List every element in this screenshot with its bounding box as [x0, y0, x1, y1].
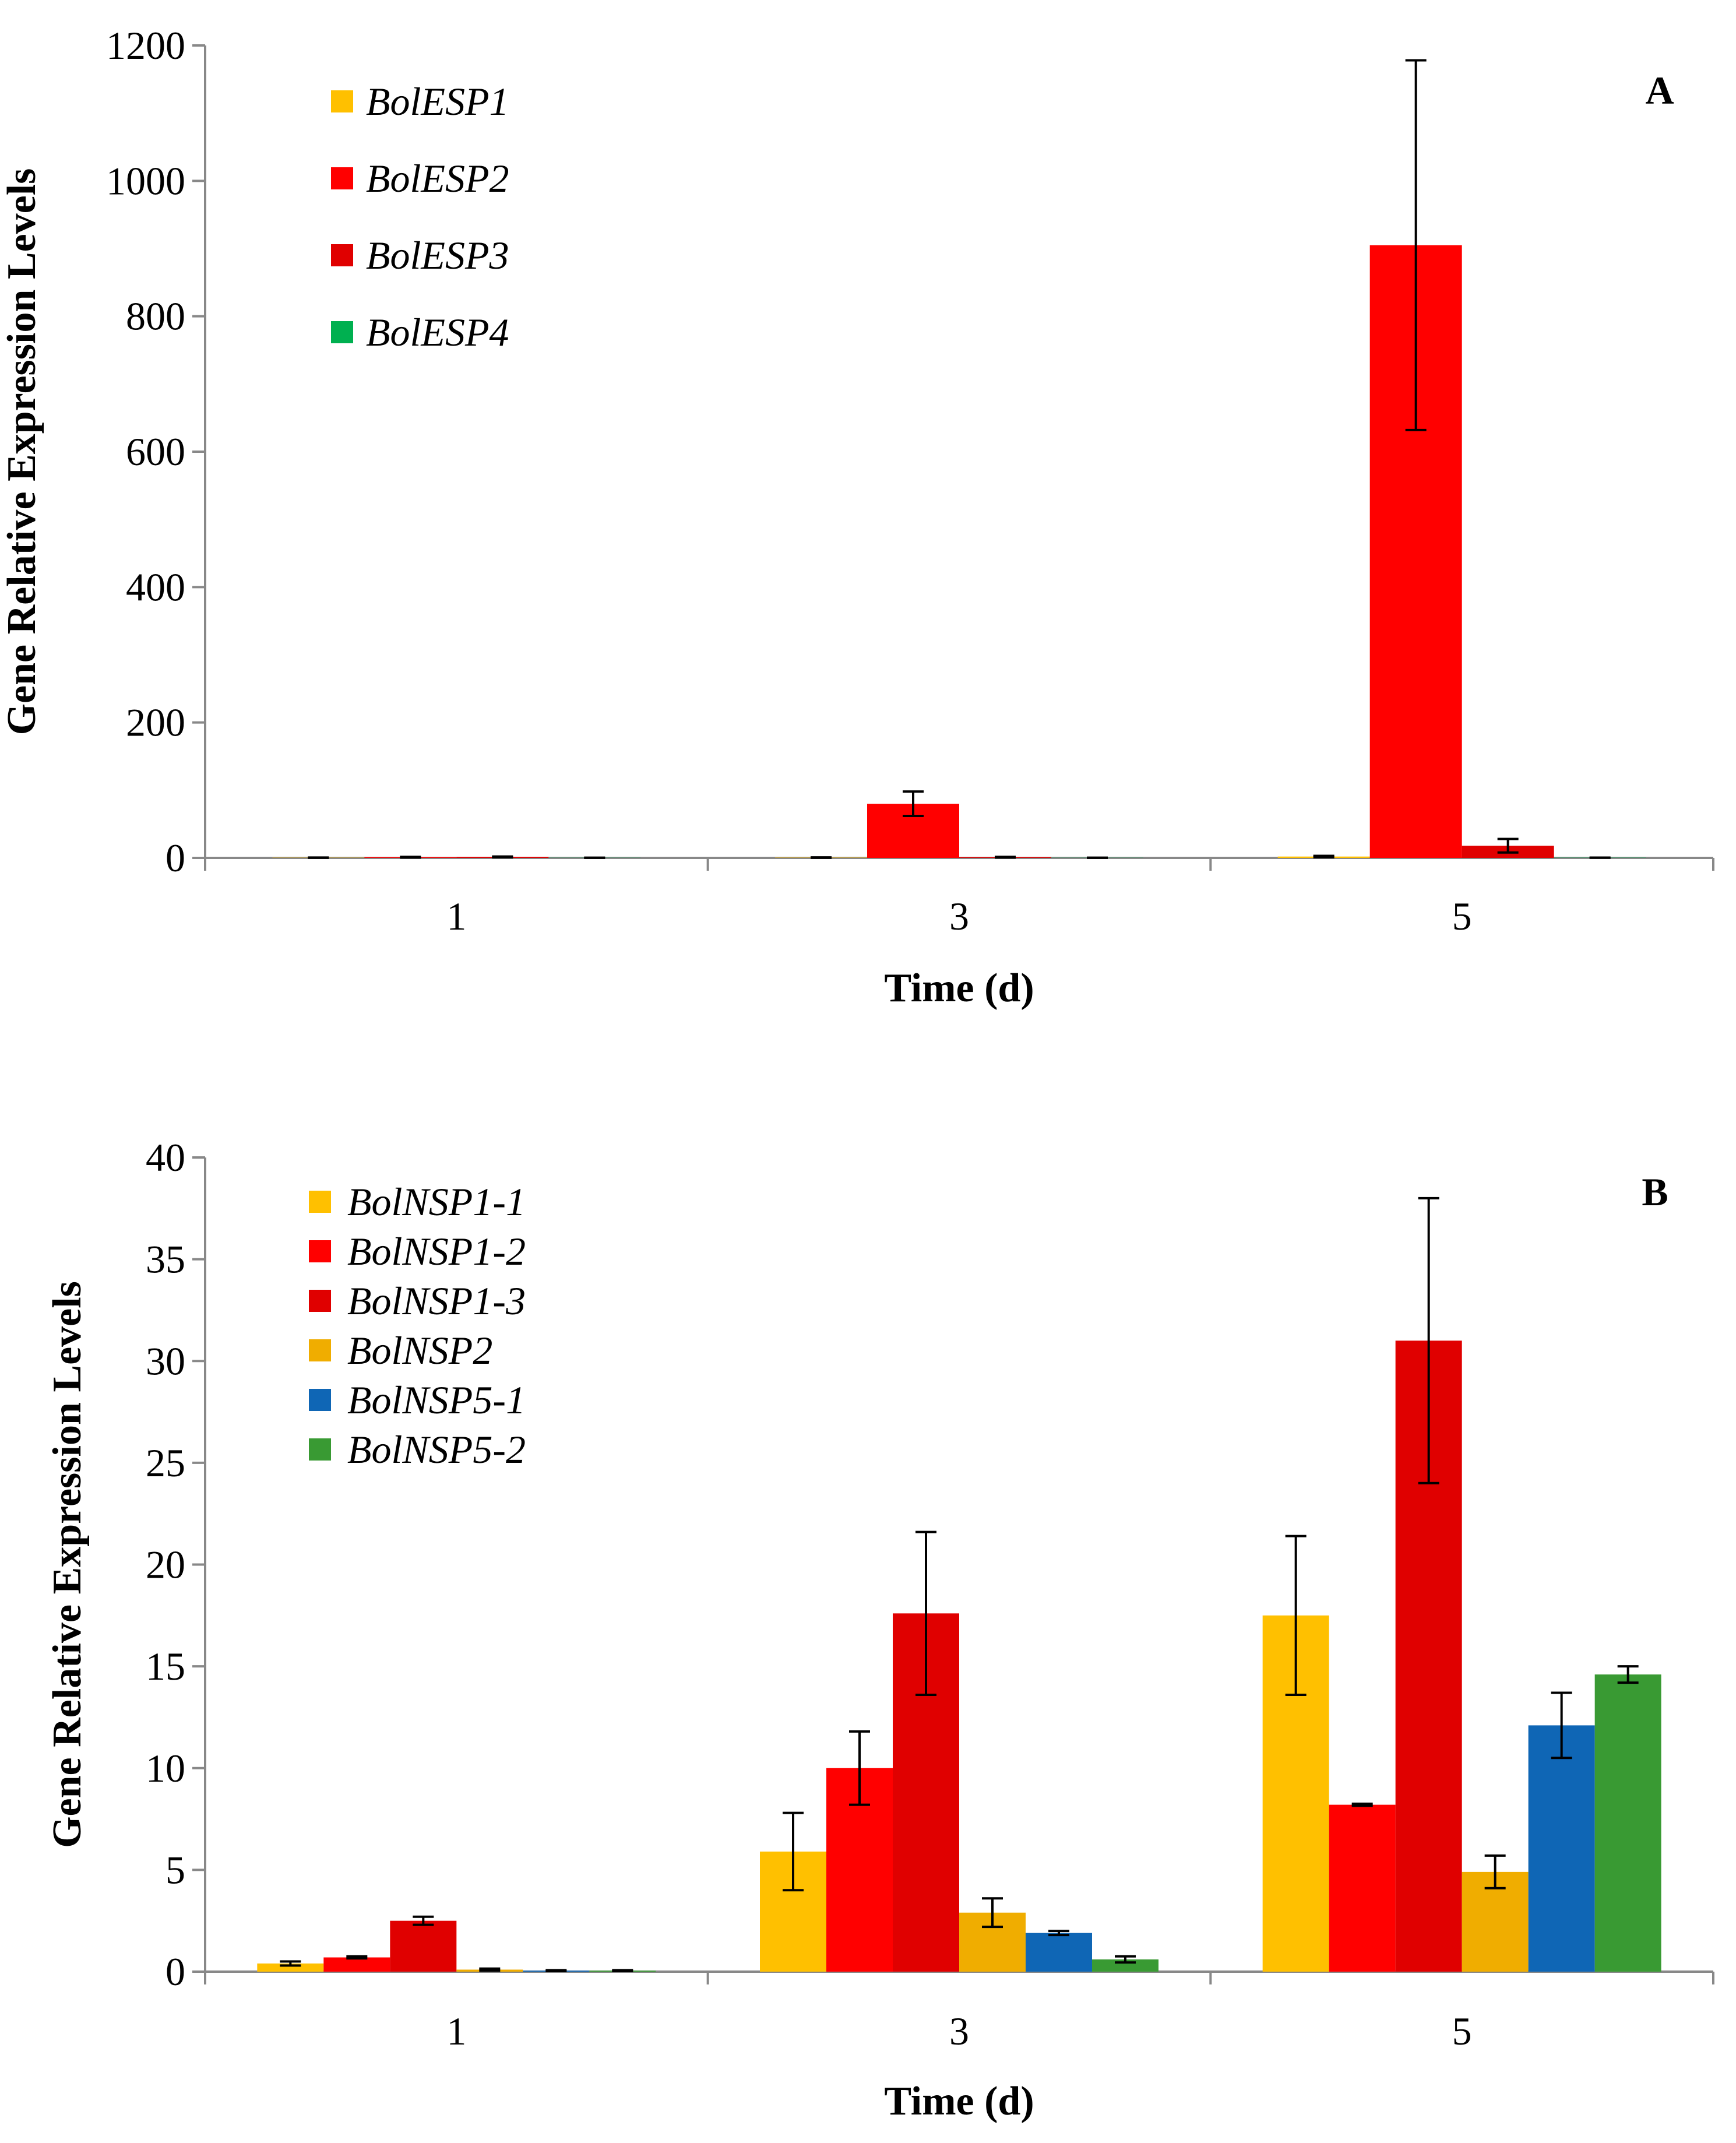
panel-a-legend-label: BolESP3 — [366, 233, 509, 277]
panel-a-legend-swatch — [331, 321, 353, 343]
panel-b-bar — [1329, 1804, 1396, 1972]
panel-a-y-tick-label: 200 — [126, 701, 185, 745]
panel-a-x-tick-label: 3 — [949, 894, 969, 938]
panel-a-legend-swatch — [331, 167, 353, 189]
panel-b-legend-swatch — [309, 1339, 331, 1361]
panel-b-bar — [1594, 1674, 1661, 1972]
panel-b-legend-swatch — [309, 1438, 331, 1461]
panel-b-label: B — [1642, 1170, 1668, 1214]
panel-b-y-tick-label: 0 — [165, 1950, 185, 1994]
panel-b-legend-label: BolNSP1-2 — [347, 1229, 526, 1273]
panel-b-y-tick-label: 15 — [146, 1644, 185, 1688]
panel-a-y-tick-label: 800 — [126, 294, 185, 339]
panel-a-y-tick-label: 0 — [165, 836, 185, 880]
panel-b-y-tick-label: 30 — [146, 1339, 185, 1383]
panel-a-y-tick-label: 400 — [126, 565, 185, 609]
panel-a-legend-label: BolESP4 — [366, 310, 509, 354]
panel-b-x-tick-label: 3 — [949, 2009, 969, 2053]
panel-a-label: A — [1645, 68, 1674, 112]
panel-b-x-tick-label: 1 — [446, 2009, 466, 2053]
panel-b-x-tick-label: 5 — [1452, 2009, 1472, 2053]
panel-b-y-tick-label: 35 — [146, 1237, 185, 1282]
panel-b-x-axis-title: Time (d) — [884, 2079, 1034, 2124]
panel-b-y-tick-label: 25 — [146, 1441, 185, 1485]
panel-b-bar — [323, 1957, 390, 1972]
panel-a-legend-label: BolESP2 — [366, 156, 509, 200]
panel-b-y-axis-title: Gene Relative Expression Levels — [45, 1281, 90, 1848]
panel-a-legend-swatch — [331, 244, 353, 266]
panel-a-y-axis-title: Gene Relative Expression Levels — [0, 168, 44, 736]
panel-b-bar — [1092, 1959, 1158, 1972]
panel-a-x-axis-title: Time (d) — [884, 966, 1034, 1011]
panel-a-y-tick-label: 1000 — [106, 159, 185, 203]
panel-b-legend-label: BolNSP5-1 — [347, 1378, 526, 1422]
panel-a-legend-swatch — [331, 90, 353, 112]
panel-b-bar — [1026, 1933, 1092, 1972]
panel-b-legend-label: BolNSP1-1 — [347, 1180, 526, 1224]
panel-b-y-tick-label: 20 — [146, 1543, 185, 1587]
panel-a-y-tick-label: 1200 — [106, 23, 185, 68]
panel-b-y-tick-label: 40 — [146, 1135, 185, 1180]
panel-b-legend-label: BolNSP1-3 — [347, 1279, 526, 1323]
panel-b-bar — [390, 1920, 457, 1972]
panel-a-x-tick-label: 5 — [1452, 894, 1472, 938]
panel-a-x-tick-label: 1 — [446, 894, 466, 938]
panel-b-legend-swatch — [309, 1191, 331, 1213]
panel-b-legend-swatch — [309, 1240, 331, 1262]
panel-b-bar — [1528, 1725, 1595, 1972]
panel-b-bar — [257, 1963, 324, 1972]
panel-a-y-tick-label: 600 — [126, 430, 185, 474]
panel-b-legend-swatch — [309, 1290, 331, 1312]
panel-b-y-tick-label: 5 — [165, 1848, 185, 1892]
panel-b-y-tick-label: 10 — [146, 1746, 185, 1790]
panel-b-legend-label: BolNSP2 — [347, 1328, 492, 1373]
panel-b-legend-swatch — [309, 1389, 331, 1411]
panel-a-chart: 0 200 400 600 800 1000 1200 1 3 5 BolESP1 BolESP2 Bo… — [0, 23, 1714, 1011]
panel-b-legend-label: BolNSP5-2 — [347, 1427, 526, 1472]
panel-a-legend-label: BolESP1 — [366, 79, 509, 124]
